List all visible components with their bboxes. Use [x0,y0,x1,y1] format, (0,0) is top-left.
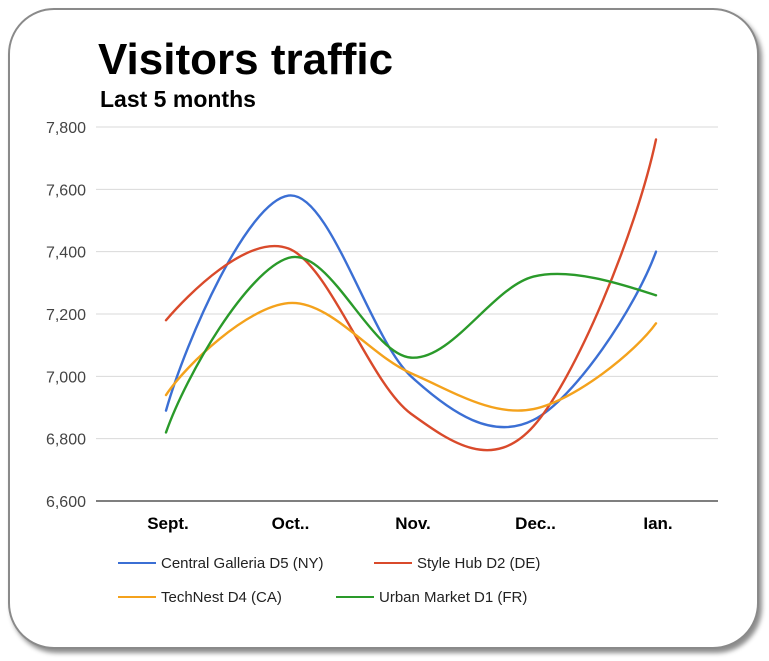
chart-legend: Central Galleria D5 (NY) Style Hub D2 (D… [118,552,678,612]
legend-swatch [374,562,412,564]
chart-card [8,8,759,649]
legend-swatch [336,596,374,598]
legend-item-style-hub: Style Hub D2 (DE) [374,552,540,574]
y-tick-label: 7,200 [46,307,86,324]
y-tick-label: 6,600 [46,494,86,511]
series-line-4 [164,255,658,434]
chart-subtitle: Last 5 months [100,86,256,112]
y-tick-label: 7,000 [46,369,86,386]
legend-item-central-galleria: Central Galleria D5 (NY) [118,552,324,574]
series-line-2 [164,138,658,452]
x-tick-label: Oct.. [272,514,310,533]
legend-swatch [118,596,156,598]
y-tick-label: 7,800 [46,120,86,137]
x-tick-label: Sept. [147,514,189,533]
y-tick-label: 7,400 [46,245,86,262]
legend-label: Central Galleria D5 (NY) [161,554,324,572]
x-tick-label: Dec.. [515,514,556,533]
y-tick-label: 6,800 [46,432,86,449]
x-tick-label: Nov. [395,514,431,533]
legend-swatch [118,562,156,564]
legend-label: Urban Market D1 (FR) [379,588,528,606]
legend-label: Style Hub D2 (DE) [417,554,541,572]
x-tick-label: Ian. [643,514,672,533]
legend-item-urban-market: Urban Market D1 (FR) [336,586,527,608]
chart-title: Visitors traffic [98,35,394,84]
series-line-3 [164,301,658,412]
series-line-1 [164,194,658,429]
y-tick-label: 7,600 [46,182,86,199]
legend-label: TechNest D4 (CA) [161,588,282,606]
legend-item-technest: TechNest D4 (CA) [118,586,282,608]
